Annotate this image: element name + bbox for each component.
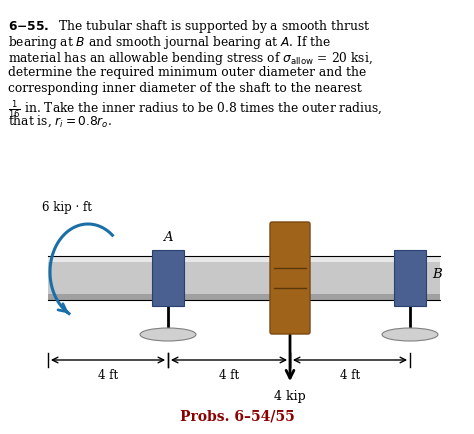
FancyBboxPatch shape xyxy=(270,222,310,334)
Text: determine the required minimum outer diameter and the: determine the required minimum outer dia… xyxy=(8,66,366,79)
Text: Probs. 6–54/55: Probs. 6–54/55 xyxy=(180,410,294,424)
Bar xyxy=(48,256,440,300)
Text: material has an allowable bending stress of $\sigma_\mathrm{allow}$ = 20 ksi,: material has an allowable bending stress… xyxy=(8,50,373,67)
Text: 4 ft: 4 ft xyxy=(98,369,118,382)
Text: 4 kip: 4 kip xyxy=(274,390,306,403)
Ellipse shape xyxy=(140,328,196,341)
Bar xyxy=(48,294,440,300)
Text: bearing at $B$ and smooth journal bearing at $A$. If the: bearing at $B$ and smooth journal bearin… xyxy=(8,34,331,51)
Bar xyxy=(48,256,440,262)
Text: that is, $r_i = 0.8r_o$.: that is, $r_i = 0.8r_o$. xyxy=(8,114,112,129)
Bar xyxy=(394,250,426,306)
Text: 4 ft: 4 ft xyxy=(219,369,239,382)
Text: B: B xyxy=(432,267,442,280)
Ellipse shape xyxy=(382,328,438,341)
Bar xyxy=(152,250,184,306)
Text: $\mathbf{6{-}55.}$  The tubular shaft is supported by a smooth thrust: $\mathbf{6{-}55.}$ The tubular shaft is … xyxy=(8,18,370,35)
Text: A: A xyxy=(163,231,173,244)
Text: 4 ft: 4 ft xyxy=(340,369,360,382)
Text: corresponding inner diameter of the shaft to the nearest: corresponding inner diameter of the shaf… xyxy=(8,82,362,95)
Text: 6 kip · ft: 6 kip · ft xyxy=(42,201,92,214)
Text: $\frac{1}{16}$ in. Take the inner radius to be 0.8 times the outer radius,: $\frac{1}{16}$ in. Take the inner radius… xyxy=(8,98,383,120)
